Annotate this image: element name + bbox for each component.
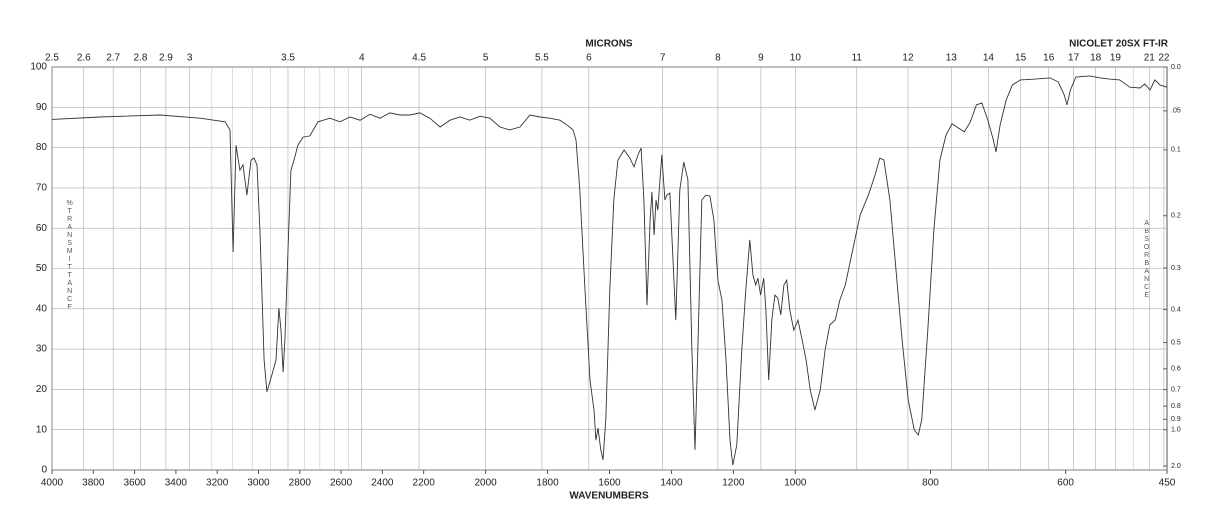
x2-tick-label: 21	[1144, 53, 1156, 64]
y2-tick-label: 0.3	[1171, 265, 1181, 272]
x-tick-label: 3400	[165, 478, 188, 489]
x-tick-label: 1400	[660, 478, 683, 489]
y-tick-label: 40	[36, 303, 48, 314]
x-tick-label: 2600	[330, 478, 353, 489]
x-tick-label: 3200	[206, 478, 229, 489]
x-tick-label: 600	[1057, 478, 1074, 489]
y-tick-label: 70	[36, 183, 48, 194]
x2-tick-label: 5.5	[535, 53, 549, 64]
x2-tick-label: 4.5	[412, 53, 426, 64]
y2-tick-label: 1.0	[1171, 427, 1181, 434]
x2-tick-label: 12	[902, 53, 914, 64]
x2-tick-label: 5	[483, 53, 489, 64]
x2-tick-label: 14	[983, 53, 995, 64]
x2-tick-label: 13	[946, 53, 958, 64]
y2-tick-label: .05	[1171, 108, 1181, 115]
x2-tick-label: 10	[790, 53, 802, 64]
x-tick-label: 2400	[371, 478, 394, 489]
spectrum-line	[51, 75, 1168, 466]
x-tick-label: 1800	[536, 478, 559, 489]
y2-tick-label: 0.7	[1171, 386, 1181, 393]
x2-tick-label: 7	[660, 53, 666, 64]
x-tick-label: 3600	[123, 478, 146, 489]
x-tick-label: 3000	[247, 478, 270, 489]
x-tick-label: 1200	[722, 478, 745, 489]
x-tick-label: 1600	[598, 478, 621, 489]
y2-tick-label: 0.1	[1171, 147, 1181, 154]
instrument-label: NICOLET 20SX FT-IR	[1069, 39, 1169, 50]
x2-tick-label: 15	[1015, 53, 1027, 64]
chart-title: MICRONS	[585, 39, 633, 50]
y2-axis-label: ABSORBANCE	[1143, 220, 1150, 300]
x-tick-label: 1000	[784, 478, 807, 489]
y2-tick-label: 0.9	[1171, 416, 1181, 423]
x2-tick-label: 2.5	[45, 53, 59, 64]
x-tick-label: 800	[922, 478, 939, 489]
x2-tick-label: 2.6	[77, 53, 91, 64]
x2-tick-label: 11	[852, 53, 863, 64]
x2-tick-label: 17	[1068, 53, 1080, 64]
x2-tick-label: 3.5	[281, 53, 295, 64]
x2-tick-label: 2.9	[159, 53, 173, 64]
x2-tick-label: 2.7	[106, 53, 120, 64]
y-tick-label: 10	[36, 424, 48, 435]
x2-tick-label: 9	[758, 53, 764, 64]
x2-tick-label: 6	[586, 53, 592, 64]
y2-tick-label: 0.2	[1171, 213, 1181, 220]
y2-tick-label: 0.8	[1171, 403, 1181, 410]
x2-tick-label: 3	[187, 53, 193, 64]
y-tick-label: 30	[36, 344, 48, 355]
y-tick-label: 90	[36, 102, 48, 113]
y2-tick-label: 0.0	[1171, 64, 1181, 71]
y-tick-label: 60	[36, 223, 48, 234]
y-axis-label: %TRANSMITTANCE	[66, 200, 73, 312]
x2-tick-label: 2.8	[134, 53, 148, 64]
y2-tick-label: 2.0	[1171, 463, 1181, 470]
y-tick-label: 80	[36, 142, 48, 153]
x2-tick-label: 19	[1110, 53, 1122, 64]
y2-tick-label: 0.6	[1171, 366, 1181, 373]
x-tick-label: 450	[1159, 478, 1176, 489]
y-tick-label: 50	[36, 263, 48, 274]
x-axis-label: WAVENUMBERS	[569, 491, 649, 502]
y2-tick-label: 0.4	[1171, 306, 1181, 313]
x-tick-label: 4000	[41, 478, 64, 489]
y-tick-label: 0	[41, 465, 47, 476]
y-tick-label: 100	[30, 62, 47, 73]
x-tick-label: 2000	[474, 478, 497, 489]
x-tick-label: 2200	[413, 478, 436, 489]
x-tick-label: 2800	[289, 478, 312, 489]
x2-tick-label: 18	[1090, 53, 1102, 64]
x2-tick-label: 22	[1158, 53, 1170, 64]
y-tick-label: 20	[36, 384, 48, 395]
y2-tick-label: 0.5	[1171, 339, 1181, 346]
x2-tick-label: 16	[1043, 53, 1055, 64]
x2-tick-label: 4	[359, 53, 365, 64]
x-tick-label: 3800	[82, 478, 105, 489]
x2-tick-label: 8	[715, 53, 721, 64]
